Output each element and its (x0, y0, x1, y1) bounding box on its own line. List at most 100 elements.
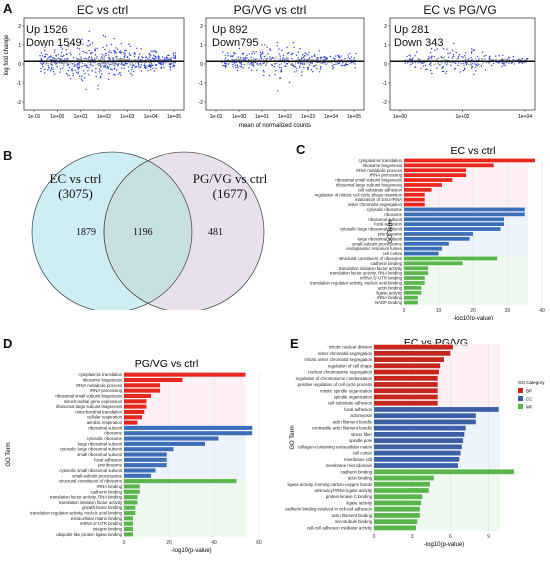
ma-point (89, 43, 92, 46)
ma-point (294, 61, 297, 64)
ma-point (137, 65, 140, 67)
ma-point (110, 43, 113, 46)
ma-ytick-label: -2 (383, 100, 388, 106)
ma-point (152, 50, 154, 53)
ma-point (315, 64, 317, 67)
ma-point (240, 66, 243, 68)
ma-point (65, 59, 67, 61)
ma-point (525, 61, 527, 64)
ma-point (52, 68, 54, 71)
ma-ytick-label: 2 (18, 24, 21, 30)
bar (124, 526, 133, 532)
venn-right-count: (1677) (212, 186, 248, 201)
ma-xtick-label: 1e+02 (97, 114, 111, 120)
ma-point (148, 52, 150, 55)
ma-point (88, 49, 90, 52)
ma-xtick-label: 1e+04 (518, 114, 532, 120)
ma-point (126, 56, 129, 58)
ma-point (110, 52, 112, 54)
category-label: cadherin binding (340, 469, 372, 474)
ma-point (117, 61, 120, 64)
x-axis-label: -log10(p-value) (171, 548, 211, 554)
ma-point (332, 57, 335, 59)
ma-point (152, 67, 154, 70)
ma-point (513, 63, 516, 65)
category-label: rRNA metabolic process (76, 383, 122, 388)
ma-point (113, 65, 115, 67)
ma-point (504, 58, 506, 60)
ma-point (282, 54, 285, 56)
category-label: ligase activity (346, 500, 372, 505)
ma-point (172, 56, 174, 58)
ma-point (147, 57, 149, 60)
ma-point (292, 42, 294, 44)
venn-right-caption: PG/VG vs ctrl (1677) (170, 171, 290, 201)
ma-point (276, 58, 278, 60)
ma-point (443, 56, 446, 58)
bar (124, 532, 133, 537)
ma-point (108, 51, 110, 53)
ma-point (154, 50, 157, 52)
ma-point (273, 58, 275, 60)
ma-point (511, 61, 514, 63)
ma-point (337, 63, 340, 65)
category-label: ribosome biogenesis (83, 377, 122, 382)
ma-point (54, 49, 56, 51)
ma-point (91, 56, 93, 58)
bar (404, 187, 432, 192)
ma-point (143, 64, 146, 66)
ma-point (80, 56, 83, 59)
ma-point (414, 55, 416, 57)
ma-point (41, 63, 44, 66)
ma-point (104, 66, 107, 68)
category-label: cell-substrate adhesion (328, 401, 373, 406)
ma-point (445, 72, 447, 75)
ma-point (224, 59, 226, 61)
category-label: ribosomal large subunit biogenesis (56, 404, 122, 409)
ma-point (332, 66, 335, 69)
ma-point (223, 64, 226, 67)
ma-point (131, 69, 133, 71)
x-tick-label: 6 (449, 534, 452, 540)
ma-point (251, 53, 253, 55)
ma-point (253, 52, 255, 54)
ma-point (302, 56, 305, 58)
category-label: cellular respiration (87, 415, 122, 420)
ma-point (133, 53, 135, 55)
category-label: positive regulation of cell cycle proces… (298, 382, 372, 387)
ma-point (91, 42, 94, 44)
ma-point (291, 63, 293, 66)
ma-point (232, 66, 234, 68)
y-axis-label: GO Term (290, 425, 296, 449)
ma-point (157, 57, 160, 60)
bar (404, 217, 505, 222)
ma-point (475, 63, 477, 66)
category-label: maturation of SSU-rRNA (355, 197, 402, 202)
ma-point (122, 52, 125, 54)
ma-point (159, 58, 162, 61)
legend-label: BP (526, 389, 532, 394)
x-tick-label: 0 (403, 308, 406, 314)
ma-point (225, 64, 227, 67)
ma-point (431, 58, 433, 61)
ma-point (349, 52, 351, 54)
bar (374, 400, 438, 406)
ma-point (129, 72, 132, 75)
ma-point (155, 58, 157, 60)
ma-point (62, 67, 64, 69)
bar (374, 394, 438, 400)
ma-point (490, 58, 492, 61)
ma-point (140, 48, 142, 50)
ma-point (354, 67, 356, 69)
category-label: cell cortex (383, 251, 403, 256)
ma-point (162, 62, 164, 64)
ma-point (240, 58, 243, 61)
ma-point (134, 66, 137, 69)
ma-point (471, 48, 473, 50)
ma-point (61, 48, 64, 50)
category-label: endoplasmic reticulum lumen (346, 246, 402, 251)
bar (124, 425, 253, 430)
ma-point (498, 55, 500, 57)
ma-point (442, 65, 444, 68)
bar (124, 441, 205, 446)
